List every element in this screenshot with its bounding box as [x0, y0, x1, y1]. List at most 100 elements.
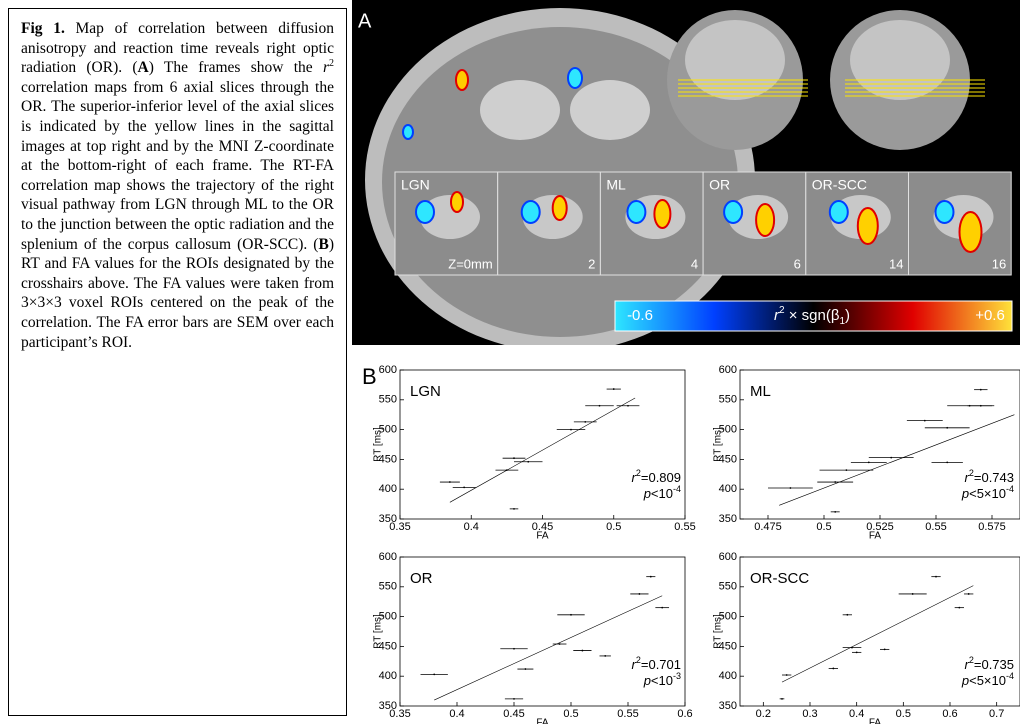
data-point [599, 405, 601, 407]
annotation-part: -3 [673, 671, 681, 681]
annotation-part: -4 [1006, 484, 1014, 494]
data-point [832, 668, 834, 670]
y-axis-label: RT [ms] [373, 427, 384, 462]
correlation-blob [724, 201, 742, 223]
y-tick-label: 400 [719, 670, 737, 682]
x-tick-label: 0.3 [802, 708, 817, 720]
plot-title: ML [750, 383, 771, 400]
annotation-part: <5×10 [969, 486, 1006, 501]
x-tick-label: 0.5 [563, 708, 578, 720]
x-tick-label: 0.6 [677, 708, 692, 720]
data-point [650, 576, 652, 578]
x-tick-label: 0.5 [816, 521, 831, 533]
data-point [856, 651, 858, 653]
correlation-blob [451, 192, 463, 212]
annotation-p: p<10-3 [643, 671, 681, 688]
correlation-blob [522, 201, 540, 223]
data-point [506, 469, 508, 471]
y-tick-label: 550 [379, 394, 397, 406]
y-tick-label: 400 [719, 483, 737, 495]
correlation-blob [553, 196, 567, 220]
white-matter [570, 80, 650, 140]
data-point [935, 576, 937, 578]
data-point [527, 461, 529, 463]
data-point [790, 487, 792, 489]
data-point [958, 607, 960, 609]
x-tick-label: 0.55 [925, 521, 946, 533]
page: Fig 1. Map of correlation between diffus… [0, 0, 1020, 724]
correlation-blob [456, 70, 468, 90]
correlation-blob [756, 204, 774, 236]
y-tick-label: 550 [719, 394, 737, 406]
correlation-blob [416, 201, 434, 223]
data-point [946, 461, 948, 463]
y-tick-label: 600 [379, 551, 397, 563]
region-label: OR-SCC [812, 177, 867, 193]
annotation-part: -4 [673, 484, 681, 494]
region-label: LGN [401, 177, 430, 193]
data-point [513, 508, 515, 510]
data-point [980, 405, 982, 407]
colorbar-tick-label: -0.6 [627, 307, 653, 324]
plot-frame [400, 370, 685, 519]
x-axis-label: FA [536, 531, 549, 542]
data-point [570, 614, 572, 616]
data-point [582, 650, 584, 652]
y-tick-label: 350 [719, 513, 737, 525]
y-tick-label: 600 [719, 551, 737, 563]
data-point [834, 511, 836, 513]
plot-title: OR-SCC [750, 570, 809, 587]
annotation-part: -4 [1006, 671, 1014, 681]
data-point [449, 481, 451, 483]
x-tick-label: 0.7 [989, 708, 1004, 720]
correlation-blob [830, 201, 848, 223]
y-tick-label: 600 [379, 364, 397, 376]
z-label: 4 [691, 256, 698, 271]
correlation-blob [568, 68, 582, 88]
z-label: 2 [588, 256, 595, 271]
data-point [433, 674, 435, 676]
region-label: ML [606, 177, 626, 193]
plot-frame [400, 557, 685, 706]
x-tick-label: 0.4 [464, 521, 479, 533]
colorbar-label-part: ) [845, 307, 850, 324]
region-label: OR [709, 177, 730, 193]
annotation-part: =0.809 [641, 470, 681, 485]
z-label: 16 [992, 256, 1006, 271]
annotation-r2: r2=0.701 [632, 655, 681, 672]
correlation-blob [627, 201, 645, 223]
annotation-p: p<5×10-4 [961, 484, 1014, 501]
figure: A LGNZ=0mm2ML4OR6OR-SCC1416-0.6+0.6r2 × … [0, 0, 1020, 724]
plot-title: OR [410, 570, 433, 587]
data-point [890, 457, 892, 459]
y-axis-label: RT [ms] [713, 614, 724, 649]
annotation-part: =0.743 [974, 470, 1014, 485]
x-tick-label: 0.575 [978, 521, 1006, 533]
data-point [639, 593, 641, 595]
x-tick-label: 0.55 [617, 708, 638, 720]
data-point [851, 647, 853, 649]
x-tick-label: 0.35 [389, 521, 410, 533]
correlation-blob [936, 201, 954, 223]
annotation-part: p [643, 673, 651, 688]
data-point [559, 643, 561, 645]
annotation-r2: r2=0.735 [965, 655, 1014, 672]
correlation-blob [960, 212, 982, 252]
data-point [786, 674, 788, 676]
annotation-part: <5×10 [969, 673, 1006, 688]
x-tick-label: 0.4 [849, 708, 864, 720]
plot-title: LGN [410, 383, 441, 400]
data-point [924, 420, 926, 422]
data-point [604, 655, 606, 657]
fit-line [434, 596, 662, 700]
data-point [846, 469, 848, 471]
x-tick-label: 0.5 [606, 521, 621, 533]
x-tick-label: 0.5 [896, 708, 911, 720]
annotation-part: =0.701 [641, 657, 681, 672]
panel-label: B [362, 364, 377, 389]
annotation-p: p<5×10-4 [961, 671, 1014, 688]
y-tick-label: 400 [379, 483, 397, 495]
data-point [570, 429, 572, 431]
colorbar-label-part: × sgn(β [785, 307, 840, 324]
fit-line [450, 398, 635, 502]
